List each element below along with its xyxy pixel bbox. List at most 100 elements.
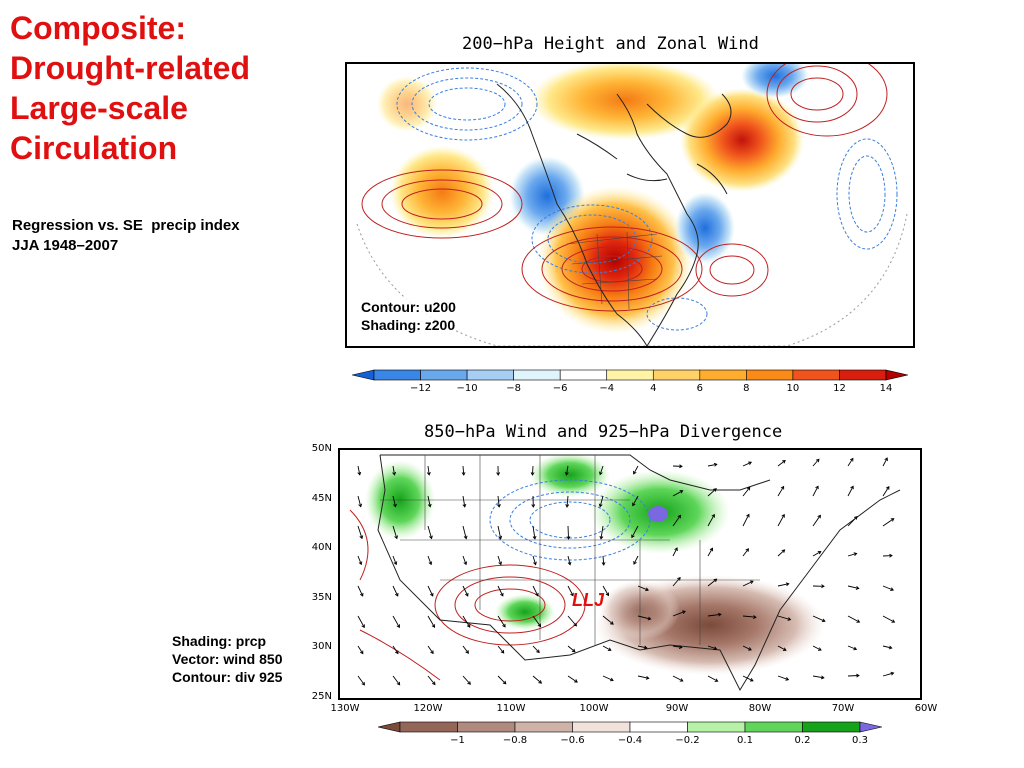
wind-vector-head (502, 680, 507, 685)
wind-vector (462, 615, 471, 628)
wind-vector-head (429, 535, 433, 540)
slide-title: Composite: Drought-related Large-scale C… (10, 8, 330, 168)
wind-vector (847, 458, 854, 467)
colorbar-box (687, 721, 746, 733)
wind-vector (847, 516, 858, 527)
wind-vector (882, 615, 895, 623)
wind-vector-head (713, 646, 718, 651)
wind-vector-head (359, 592, 364, 597)
colorbar-tick-label: 14 (880, 383, 893, 394)
colorbar-tick-label: 6 (697, 383, 703, 394)
colorbar-box (373, 369, 421, 381)
wind-vector (567, 615, 577, 627)
colorbar-tick-label: 0.3 (852, 735, 868, 746)
wind-vector-head (461, 472, 466, 476)
colorbar-tick-label: −4 (599, 383, 614, 394)
shading-blob (680, 88, 804, 192)
wind-vector (357, 675, 365, 686)
wind-vector (602, 615, 614, 625)
wind-vector (357, 615, 365, 628)
top-colorbar: −12−10−8−6−446810121416 (352, 369, 908, 394)
wind-vector (497, 615, 506, 628)
wind-vector-head (782, 459, 786, 464)
wind-vector (427, 615, 435, 628)
wind-vector (882, 585, 894, 591)
wind-vector-head (498, 535, 503, 540)
wind-vector-head (785, 677, 790, 681)
wind-vector-head (570, 592, 574, 597)
lat-tick-label: 45N (311, 492, 332, 504)
wind-vector (462, 555, 467, 565)
wind-vector (567, 555, 571, 565)
wind-vector (600, 525, 604, 539)
colorbar-tick-label: −0.6 (560, 735, 584, 746)
wind-vector (812, 551, 822, 557)
wind-vector (777, 675, 789, 681)
wind-vector-head (821, 618, 826, 623)
wind-vector (777, 460, 786, 467)
lat-tick-label: 50N (311, 443, 332, 454)
wind-vector-head (856, 619, 861, 623)
shading-blob (530, 64, 720, 140)
wind-vector-head (426, 471, 431, 476)
wind-vector-head (817, 550, 822, 555)
vector-label: Vector: wind 850 (172, 651, 283, 667)
wind-vector-head (500, 649, 505, 654)
wind-vector (567, 645, 576, 653)
wind-vector-head (714, 678, 719, 682)
wind-vector-head (359, 535, 364, 540)
shading-blob (675, 192, 735, 264)
wind-vector-head (573, 622, 578, 627)
wind-vector (497, 675, 507, 685)
wind-vector (567, 585, 574, 596)
colorbar-box (457, 721, 516, 733)
wind-vector (565, 465, 569, 475)
wind-vector (392, 555, 397, 565)
wind-vector-head (748, 647, 752, 651)
wind-vector-head (749, 580, 754, 585)
wind-vector-head (566, 536, 571, 540)
wind-vector (567, 525, 569, 540)
lon-tick-label: 60W (914, 703, 938, 714)
wind-vector-head (781, 549, 786, 553)
colorbar-tick-label: −0.8 (503, 735, 527, 746)
wind-vector (462, 495, 466, 507)
wind-vector (742, 580, 754, 587)
wind-vector-head (610, 677, 614, 682)
wind-vector-head (748, 461, 752, 466)
wind-vector-head (533, 561, 537, 566)
colorbar-box (652, 369, 701, 381)
colorbar-box (699, 369, 747, 381)
wind-vector (532, 555, 537, 565)
wind-vector (672, 490, 683, 497)
wind-vector-head (645, 675, 650, 680)
wind-vector (462, 645, 469, 654)
wind-vector (847, 645, 857, 650)
wind-vector-head (855, 586, 860, 590)
wind-vector (672, 645, 682, 648)
wind-vector-head (746, 513, 750, 518)
wind-vector-head (358, 503, 363, 508)
wind-vector-head (465, 592, 469, 597)
top-map: Contour: u200 Shading: z200 (345, 62, 915, 348)
wind-vector (672, 610, 686, 617)
lon-tick-label: 100W (579, 703, 609, 714)
wind-vector-head (357, 471, 362, 476)
colorbar-tick-label: 8 (743, 383, 749, 394)
colorbar-tick-label: 12 (833, 383, 846, 394)
top-legend-note: Contour: u200 Shading: z200 (361, 298, 456, 334)
wind-vector (742, 548, 749, 557)
wind-vector-head (781, 513, 785, 518)
title-line: Composite: (10, 10, 186, 46)
wind-vector (847, 486, 854, 497)
colorbar-box (629, 721, 688, 733)
colorbar-tick-label: −0.2 (675, 735, 699, 746)
wind-vector (427, 495, 431, 507)
wind-vector (462, 585, 469, 597)
bottom-map (338, 448, 922, 700)
colorbar-box (466, 369, 514, 381)
wind-vector (742, 514, 750, 527)
colorbar-end (859, 721, 882, 733)
lon-tick-label: 70W (831, 703, 855, 714)
wind-vector-head (465, 650, 469, 654)
